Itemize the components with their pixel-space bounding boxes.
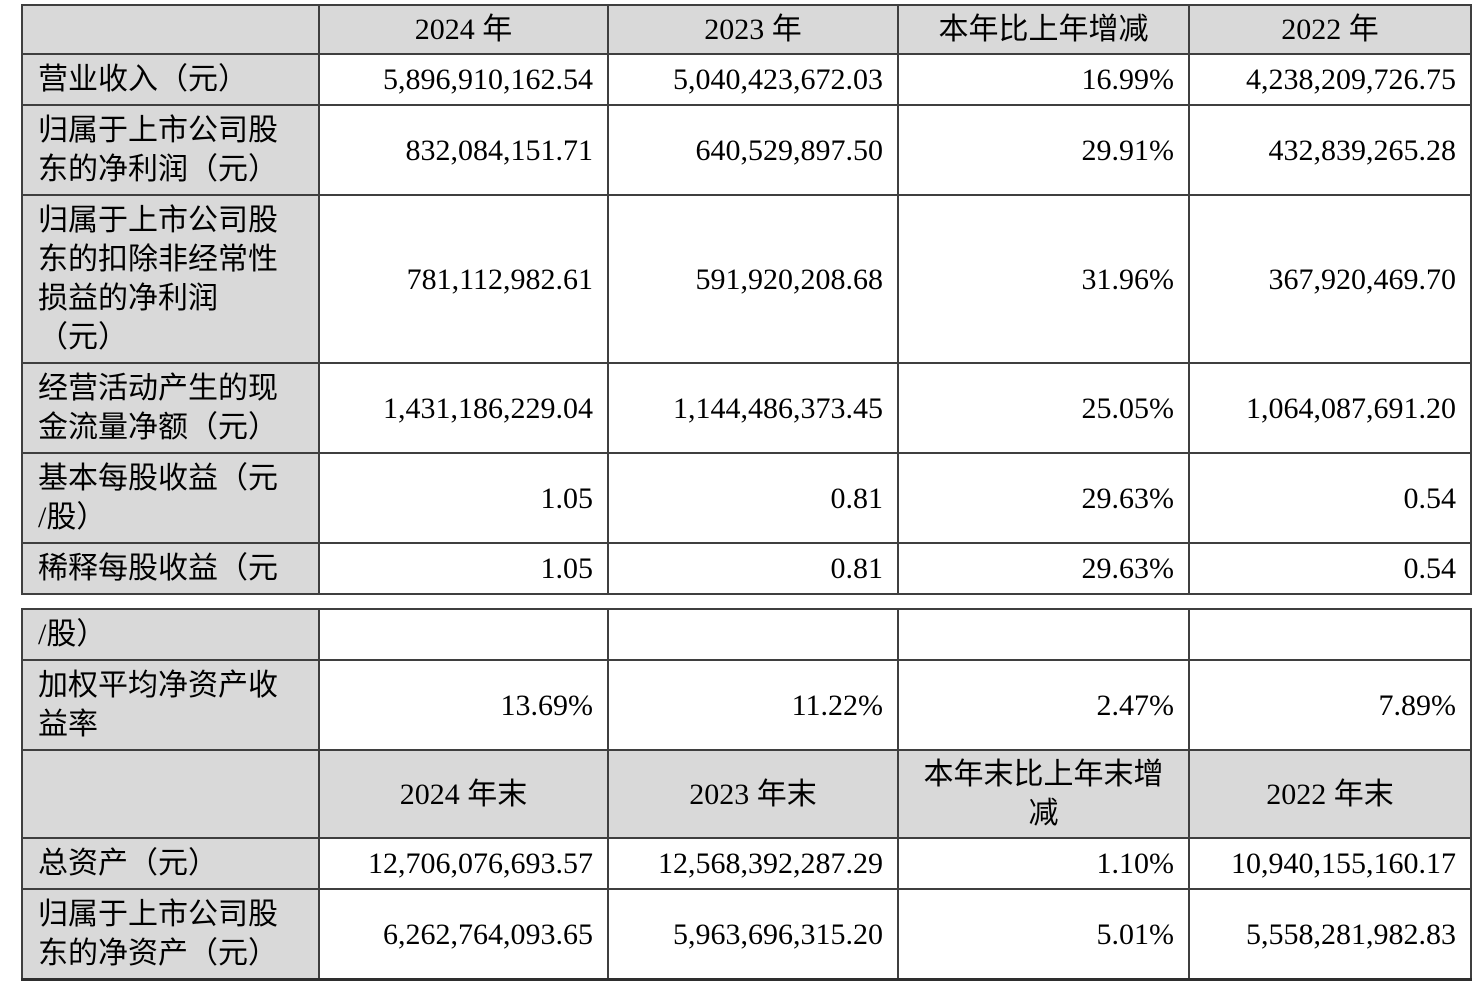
header-row-year-end: 2024 年末 2023 年末 本年末比上年末增 减 2022 年末 [21, 749, 1472, 839]
value-cell-2024: 12,706,076,693.57 [318, 837, 609, 890]
header-row-annual: 2024 年 2023 年 本年比上年增减 2022 年 [21, 4, 1472, 55]
value-cell-2023: 0.81 [607, 542, 899, 595]
value-cell-2022: 7.89% [1188, 659, 1472, 751]
row-label-cell: 归属于上市公司股 东的净资产（元） [21, 888, 320, 981]
row-label-cell: 加权平均净资产收 益率 [21, 659, 320, 751]
header-cell-end-2024: 2024 年末 [318, 749, 609, 839]
value-cell-2024: 1.05 [318, 452, 609, 544]
value-cell-change: 29.63% [897, 542, 1190, 595]
value-cell-2024: 5,896,910,162.54 [318, 53, 609, 106]
value-cell-2022: 10,940,155,160.17 [1188, 837, 1472, 890]
row-label-cell: 归属于上市公司股 东的净利润（元） [21, 104, 320, 196]
table-row-operating-cash-flow: 经营活动产生的现 金流量净额（元） 1,431,186,229.04 1,144… [21, 362, 1472, 454]
value-cell-2023: 591,920,208.68 [607, 194, 899, 364]
header-cell-2023: 2023 年 [607, 4, 899, 55]
value-cell-change: 1.10% [897, 837, 1190, 890]
header-cell-yoy-change: 本年比上年增减 [897, 4, 1190, 55]
row-label-cell: 经营活动产生的现 金流量净额（元） [21, 362, 320, 454]
value-cell-2024: 1.05 [318, 542, 609, 595]
value-cell-change: 29.63% [897, 452, 1190, 544]
key-financials-table-part1: 2024 年 2023 年 本年比上年增减 2022 年 营业收入（元） 5,8… [21, 4, 1472, 595]
table-row-weighted-avg-roe: 加权平均净资产收 益率 13.69% 11.22% 2.47% 7.89% [21, 659, 1472, 751]
value-cell-2022: 0.54 [1188, 542, 1472, 595]
value-cell-change: 31.96% [897, 194, 1190, 364]
value-cell-2023: 12,568,392,287.29 [607, 837, 899, 890]
value-cell-2022: 0.54 [1188, 452, 1472, 544]
header-blank-cell [21, 4, 320, 55]
value-cell-2024 [318, 608, 609, 661]
value-cell-2022 [1188, 608, 1472, 661]
table-row-diluted-eps: 稀释每股收益（元 1.05 0.81 29.63% 0.54 [21, 542, 1472, 595]
value-cell-change: 25.05% [897, 362, 1190, 454]
header-cell-year-end-change: 本年末比上年末增 减 [897, 749, 1190, 839]
value-cell-2024: 6,262,764,093.65 [318, 888, 609, 981]
row-label-cell: /股） [21, 608, 320, 661]
value-cell-2023: 0.81 [607, 452, 899, 544]
header-blank-cell [21, 749, 320, 839]
value-cell-change: 2.47% [897, 659, 1190, 751]
page-break-gap [21, 595, 1481, 608]
table-row-net-profit: 归属于上市公司股 东的净利润（元） 832,084,151.71 640,529… [21, 104, 1472, 196]
value-cell-2024: 1,431,186,229.04 [318, 362, 609, 454]
table-row-basic-eps: 基本每股收益（元 /股） 1.05 0.81 29.63% 0.54 [21, 452, 1472, 544]
row-label-cell: 基本每股收益（元 /股） [21, 452, 320, 544]
value-cell-2024: 832,084,151.71 [318, 104, 609, 196]
value-cell-2023: 11.22% [607, 659, 899, 751]
value-cell-2022: 5,558,281,982.83 [1188, 888, 1472, 981]
table-row-net-profit-excl-nonrecurring: 归属于上市公司股 东的扣除非经常性 损益的净利润 （元） 781,112,982… [21, 194, 1472, 364]
table-row-total-assets: 总资产（元） 12,706,076,693.57 12,568,392,287.… [21, 837, 1472, 890]
value-cell-2022: 367,920,469.70 [1188, 194, 1472, 364]
table-row-net-assets: 归属于上市公司股 东的净资产（元） 6,262,764,093.65 5,963… [21, 888, 1472, 981]
value-cell-change: 29.91% [897, 104, 1190, 196]
row-label-cell: 营业收入（元） [21, 53, 320, 106]
value-cell-2023: 5,963,696,315.20 [607, 888, 899, 981]
header-cell-end-2022: 2022 年末 [1188, 749, 1472, 839]
row-label-cell: 稀释每股收益（元 [21, 542, 320, 595]
table-row-operating-revenue: 营业收入（元） 5,896,910,162.54 5,040,423,672.0… [21, 53, 1472, 106]
value-cell-2023: 640,529,897.50 [607, 104, 899, 196]
header-cell-end-2023: 2023 年末 [607, 749, 899, 839]
value-cell-change: 16.99% [897, 53, 1190, 106]
row-label-cell: 总资产（元） [21, 837, 320, 890]
value-cell-2023: 5,040,423,672.03 [607, 53, 899, 106]
value-cell-2024: 781,112,982.61 [318, 194, 609, 364]
value-cell-2024: 13.69% [318, 659, 609, 751]
value-cell-2023: 1,144,486,373.45 [607, 362, 899, 454]
table-row-diluted-eps-continuation: /股） [21, 608, 1472, 661]
header-cell-2022: 2022 年 [1188, 4, 1472, 55]
key-financials-table-part2: /股） 加权平均净资产收 益率 13.69% 11.22% 2.47% 7.89… [21, 608, 1472, 981]
value-cell-2022: 4,238,209,726.75 [1188, 53, 1472, 106]
row-label-cell: 归属于上市公司股 东的扣除非经常性 损益的净利润 （元） [21, 194, 320, 364]
header-cell-2024: 2024 年 [318, 4, 609, 55]
value-cell-2022: 432,839,265.28 [1188, 104, 1472, 196]
value-cell-2022: 1,064,087,691.20 [1188, 362, 1472, 454]
value-cell-change: 5.01% [897, 888, 1190, 981]
value-cell-2023 [607, 608, 899, 661]
value-cell-change [897, 608, 1190, 661]
